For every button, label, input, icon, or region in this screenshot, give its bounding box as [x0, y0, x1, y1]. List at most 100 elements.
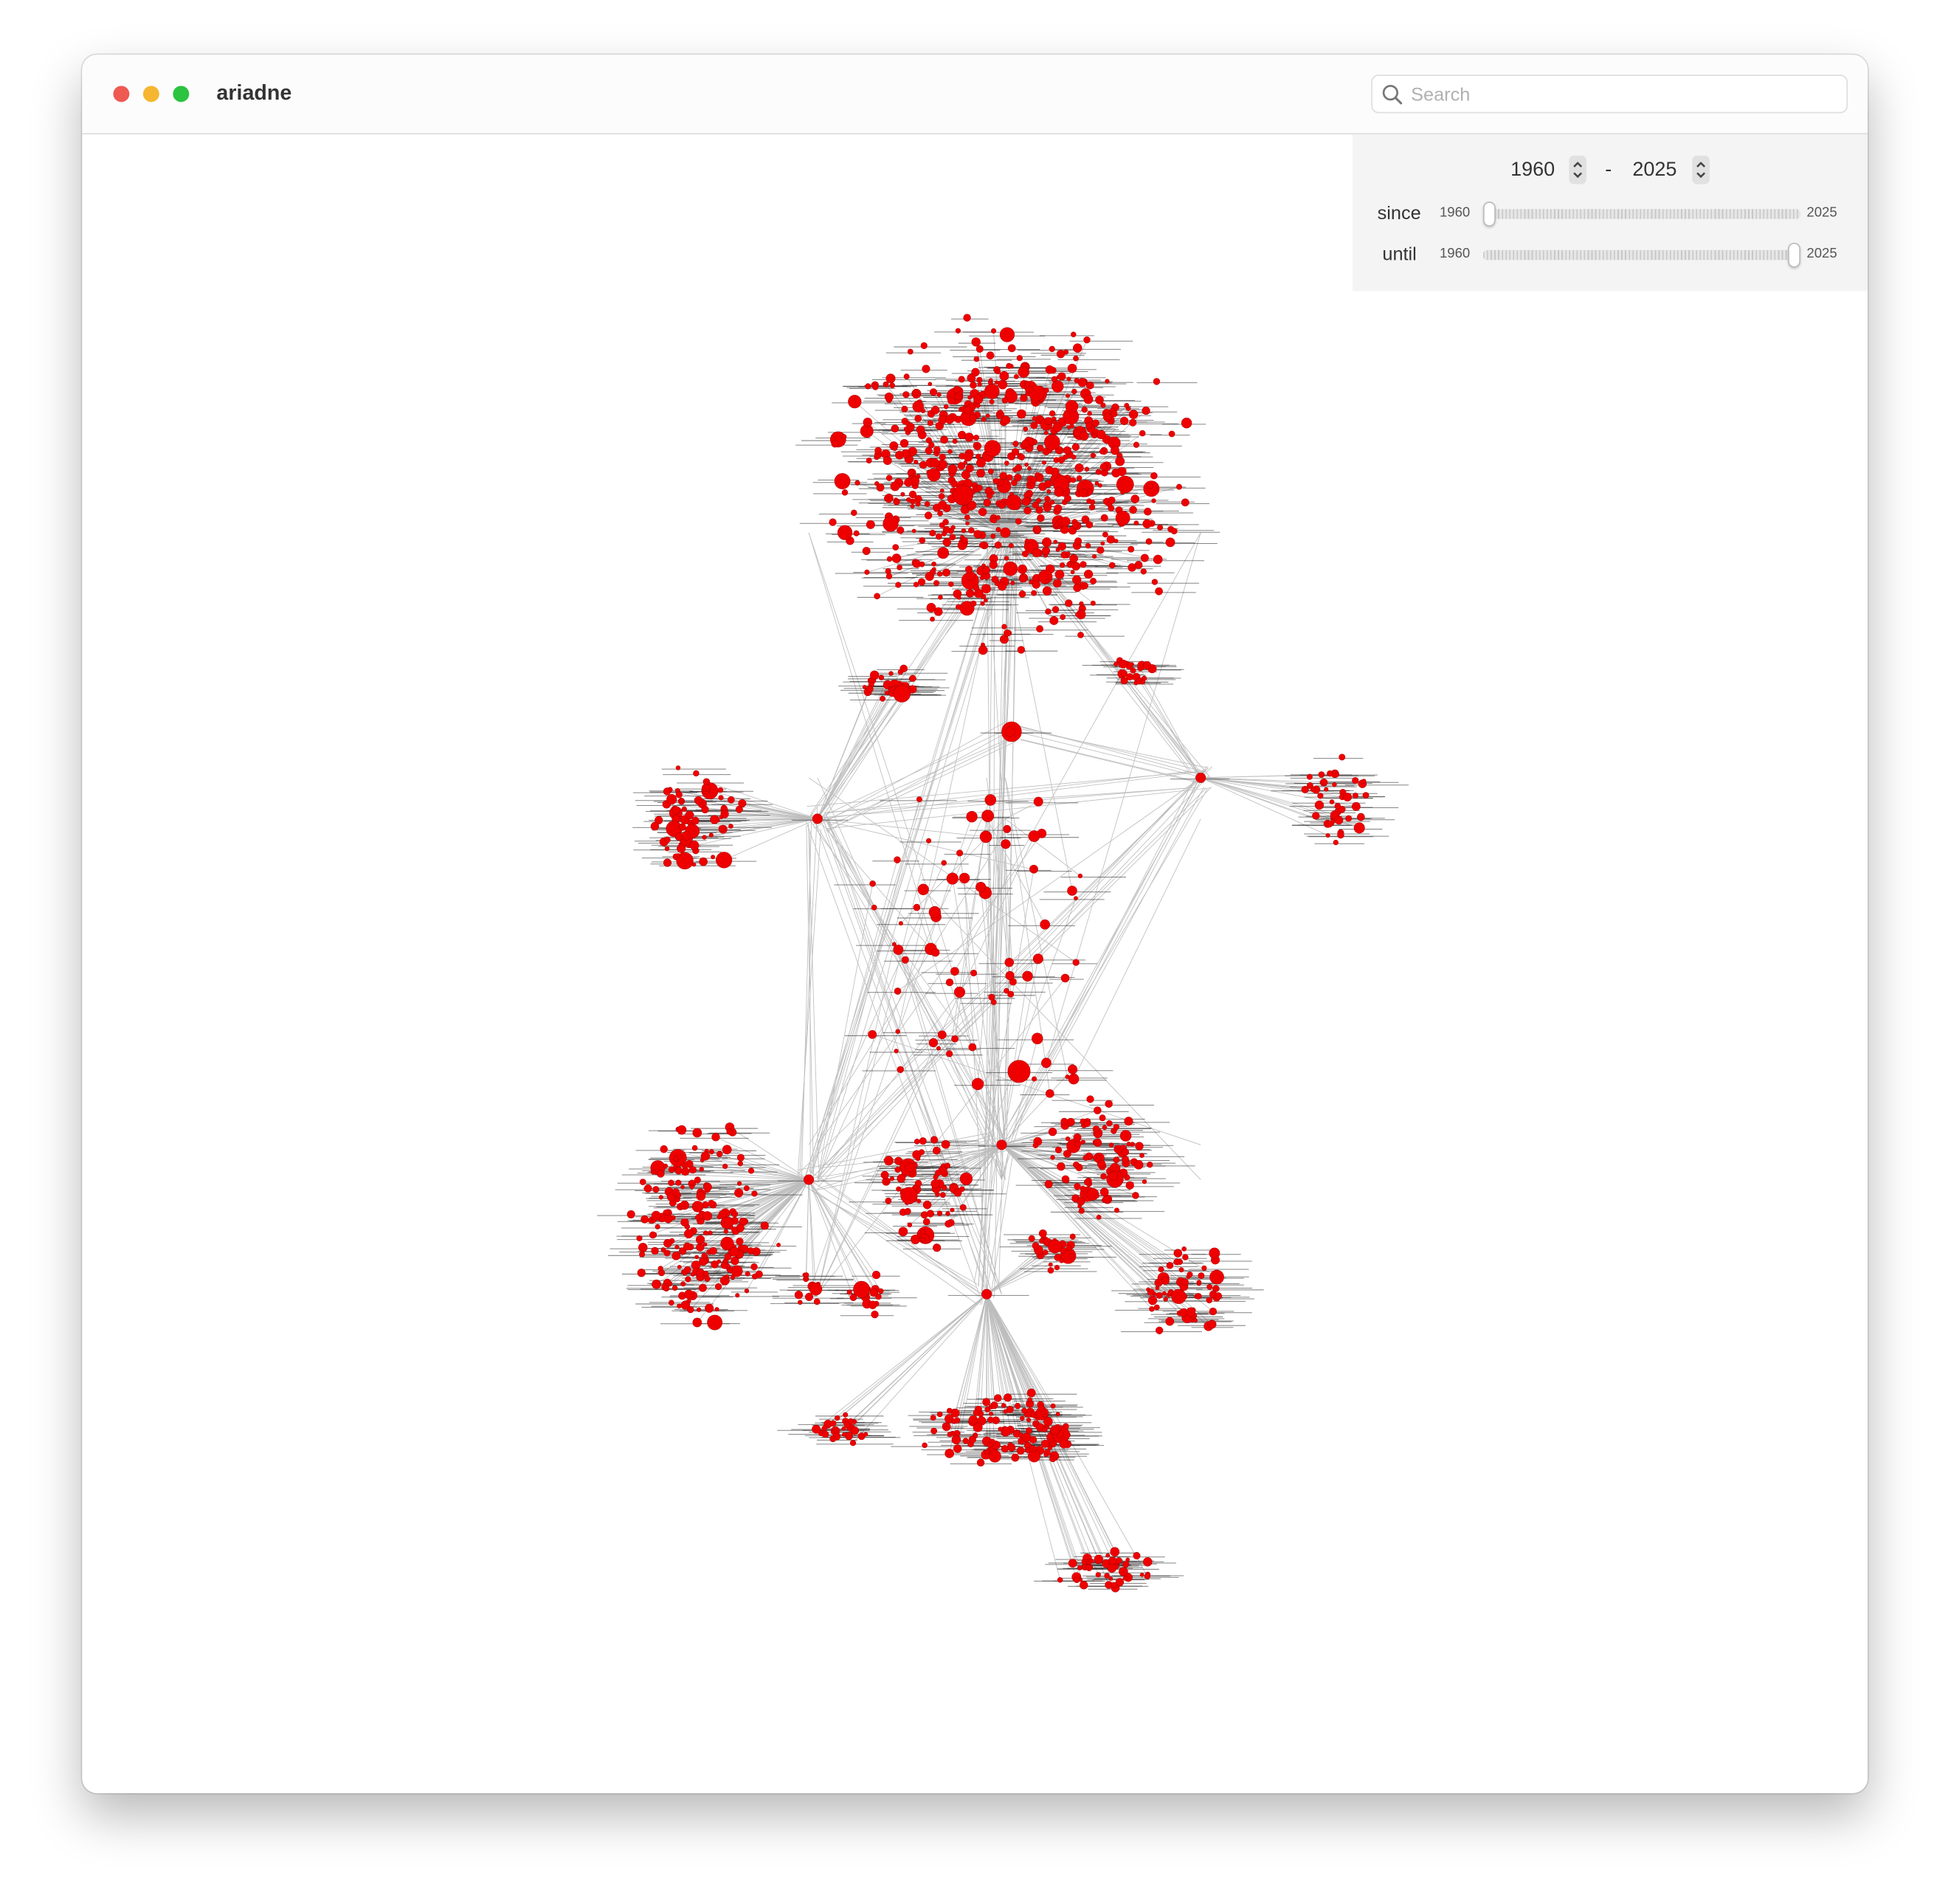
node[interactable]	[702, 835, 707, 840]
node[interactable]	[893, 499, 899, 506]
node[interactable]	[951, 1435, 961, 1445]
node[interactable]	[1033, 867, 1038, 873]
node[interactable]	[1142, 661, 1152, 670]
node[interactable]	[1120, 490, 1125, 495]
node[interactable]	[1110, 1547, 1120, 1557]
node[interactable]	[696, 1243, 705, 1252]
node[interactable]	[876, 483, 885, 491]
node[interactable]	[655, 1224, 660, 1229]
node[interactable]	[671, 1285, 678, 1291]
node[interactable]	[1049, 616, 1059, 625]
node[interactable]	[1144, 1573, 1151, 1579]
node[interactable]	[671, 1251, 681, 1260]
node[interactable]	[1053, 579, 1062, 588]
node[interactable]	[959, 872, 970, 884]
node[interactable]	[709, 1246, 717, 1255]
node[interactable]	[1013, 373, 1019, 379]
node[interactable]	[1006, 474, 1013, 481]
since-track[interactable]	[1482, 209, 1800, 219]
node[interactable]	[930, 1179, 940, 1189]
node[interactable]	[1090, 452, 1096, 458]
node[interactable]	[701, 1252, 708, 1259]
node[interactable]	[1119, 1130, 1132, 1142]
node[interactable]	[1099, 1187, 1109, 1197]
node[interactable]	[869, 1288, 879, 1297]
node[interactable]	[1036, 625, 1043, 633]
node[interactable]	[965, 464, 974, 473]
node[interactable]	[1105, 1100, 1113, 1108]
node[interactable]	[1005, 726, 1016, 737]
node[interactable]	[1065, 1136, 1071, 1142]
node[interactable]	[1115, 456, 1125, 466]
node[interactable]	[652, 1186, 660, 1193]
node[interactable]	[1140, 679, 1146, 685]
node[interactable]	[971, 337, 981, 347]
node[interactable]	[871, 904, 877, 911]
node[interactable]	[1059, 562, 1066, 568]
node[interactable]	[973, 356, 980, 362]
node[interactable]	[1037, 1404, 1046, 1413]
node[interactable]	[889, 1176, 895, 1182]
year-from[interactable]: 1960	[1510, 159, 1555, 181]
node[interactable]	[1074, 1182, 1081, 1190]
node[interactable]	[930, 1427, 938, 1435]
node[interactable]	[674, 1166, 683, 1175]
node[interactable]	[711, 1260, 719, 1269]
node[interactable]	[798, 1300, 803, 1305]
node[interactable]	[804, 1272, 809, 1278]
node[interactable]	[700, 1151, 711, 1161]
node[interactable]	[862, 685, 867, 690]
node[interactable]	[1133, 1552, 1141, 1560]
node[interactable]	[679, 1202, 686, 1210]
node[interactable]	[1105, 1553, 1111, 1558]
node[interactable]	[1044, 1179, 1053, 1188]
node[interactable]	[932, 1146, 941, 1155]
node[interactable]	[1048, 1262, 1053, 1267]
node[interactable]	[1091, 432, 1097, 438]
node[interactable]	[976, 484, 983, 491]
node[interactable]	[695, 1235, 705, 1244]
node[interactable]	[1035, 506, 1043, 514]
node[interactable]	[716, 1259, 722, 1264]
node[interactable]	[1043, 1249, 1049, 1255]
node[interactable]	[894, 987, 902, 995]
node[interactable]	[747, 1247, 755, 1255]
node[interactable]	[917, 883, 929, 895]
node[interactable]	[983, 498, 992, 507]
node[interactable]	[747, 1167, 755, 1174]
node[interactable]	[913, 903, 921, 911]
node[interactable]	[722, 1145, 732, 1155]
node[interactable]	[1079, 601, 1084, 607]
node[interactable]	[1074, 896, 1078, 901]
node[interactable]	[1182, 1254, 1189, 1260]
node[interactable]	[878, 675, 885, 680]
node[interactable]	[995, 369, 1001, 375]
node[interactable]	[834, 1415, 840, 1421]
node[interactable]	[1025, 382, 1030, 387]
node[interactable]	[1345, 815, 1352, 822]
node[interactable]	[1066, 1245, 1072, 1252]
node[interactable]	[914, 1179, 922, 1187]
node[interactable]	[760, 1221, 769, 1230]
node[interactable]	[847, 1418, 854, 1425]
node[interactable]	[1325, 821, 1333, 828]
node[interactable]	[1020, 1415, 1025, 1421]
node[interactable]	[945, 415, 954, 424]
node[interactable]	[1047, 1267, 1054, 1274]
node[interactable]	[1306, 773, 1313, 780]
node[interactable]	[1021, 497, 1031, 506]
node[interactable]	[904, 1162, 914, 1173]
node[interactable]	[919, 1137, 927, 1145]
node[interactable]	[976, 376, 983, 383]
node[interactable]	[693, 770, 700, 777]
node[interactable]	[1054, 1253, 1062, 1261]
node[interactable]	[937, 547, 950, 559]
node[interactable]	[878, 1288, 884, 1294]
node[interactable]	[676, 853, 681, 858]
node[interactable]	[1004, 556, 1009, 561]
node[interactable]	[1153, 1304, 1160, 1311]
node[interactable]	[928, 1038, 939, 1048]
node[interactable]	[718, 825, 725, 832]
node[interactable]	[696, 1307, 702, 1312]
node[interactable]	[984, 598, 988, 603]
